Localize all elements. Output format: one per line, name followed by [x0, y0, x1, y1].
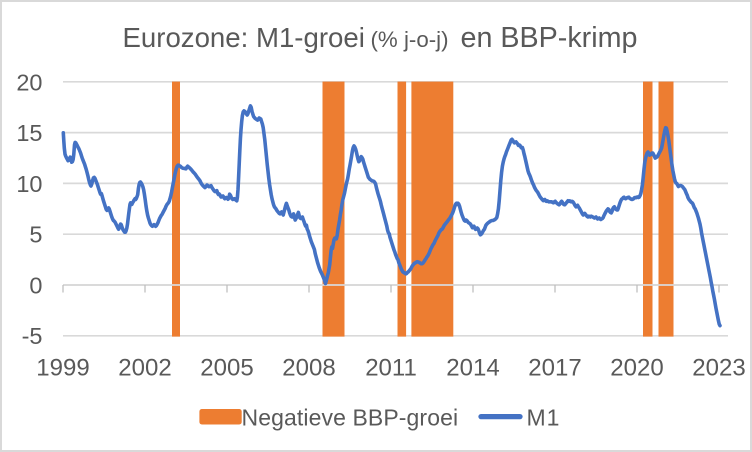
svg-text:(% j-o-j): (% j-o-j): [371, 27, 449, 52]
svg-text:-5: -5: [22, 323, 43, 349]
svg-text:M1: M1: [527, 405, 561, 431]
svg-text:10: 10: [16, 171, 42, 197]
svg-text:en BBP-krimp: en BBP-krimp: [461, 22, 638, 54]
svg-text:2023: 2023: [692, 355, 745, 382]
svg-text:2008: 2008: [282, 355, 335, 382]
svg-text:2005: 2005: [200, 355, 253, 382]
svg-text:0: 0: [29, 272, 42, 298]
svg-text:2011: 2011: [365, 355, 417, 382]
svg-text:2002: 2002: [118, 355, 171, 382]
svg-text:2020: 2020: [610, 355, 663, 382]
svg-text:2014: 2014: [446, 355, 499, 382]
svg-text:1999: 1999: [36, 355, 89, 382]
svg-text:Eurozone: M1-groei: Eurozone: M1-groei: [123, 22, 365, 53]
svg-text:5: 5: [29, 222, 42, 248]
svg-text:15: 15: [16, 120, 42, 146]
svg-text:Negatieve BBP-groei: Negatieve BBP-groei: [242, 405, 459, 431]
svg-text:2017: 2017: [528, 355, 581, 382]
svg-text:20: 20: [16, 69, 42, 95]
